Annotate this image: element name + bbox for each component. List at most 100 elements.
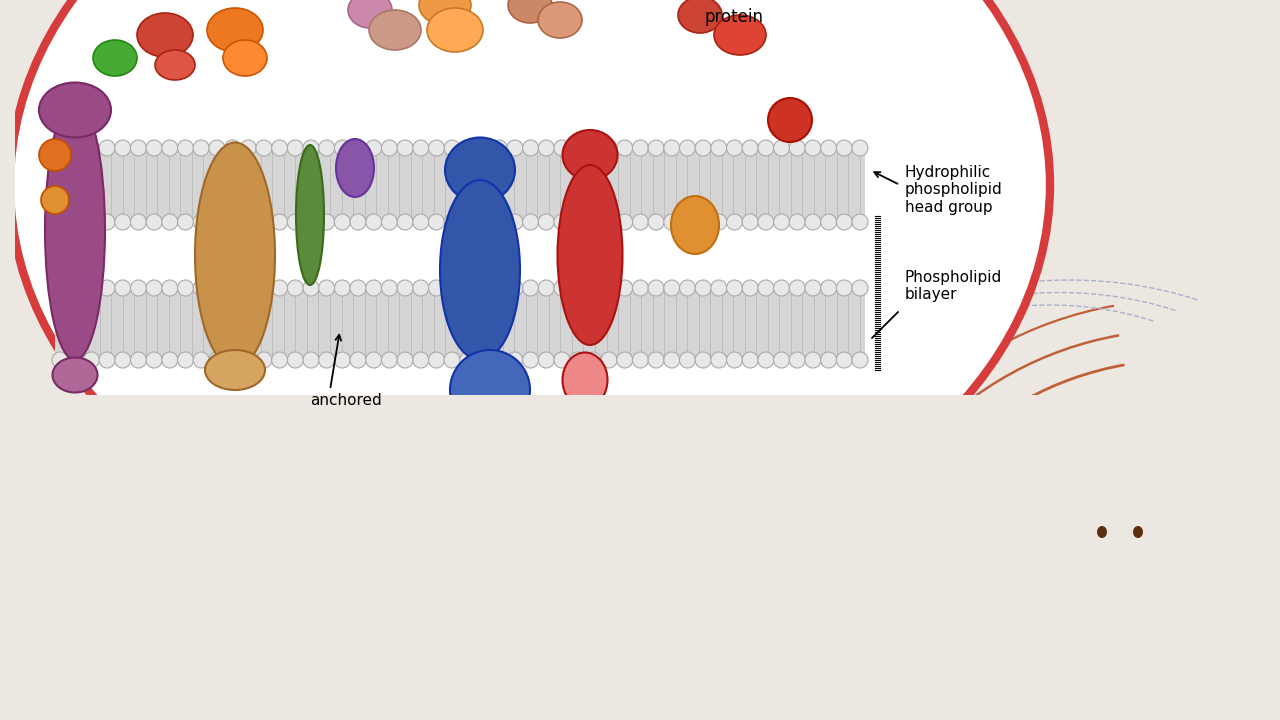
Circle shape bbox=[131, 214, 146, 230]
Circle shape bbox=[664, 140, 680, 156]
Ellipse shape bbox=[38, 83, 111, 138]
Text: Cell Membrane: Cell Membrane bbox=[55, 490, 899, 587]
Circle shape bbox=[131, 280, 146, 296]
Circle shape bbox=[444, 214, 460, 230]
Circle shape bbox=[303, 352, 319, 368]
Circle shape bbox=[695, 140, 712, 156]
Ellipse shape bbox=[207, 8, 262, 52]
Circle shape bbox=[727, 214, 742, 230]
Circle shape bbox=[146, 214, 163, 230]
Circle shape bbox=[178, 214, 193, 230]
Ellipse shape bbox=[1078, 485, 1162, 585]
Ellipse shape bbox=[10, 0, 1050, 575]
Circle shape bbox=[146, 280, 163, 296]
Circle shape bbox=[758, 140, 774, 156]
Circle shape bbox=[444, 140, 460, 156]
Circle shape bbox=[319, 352, 334, 368]
Circle shape bbox=[209, 352, 225, 368]
Ellipse shape bbox=[1092, 523, 1112, 541]
Circle shape bbox=[768, 98, 812, 142]
Circle shape bbox=[790, 214, 805, 230]
Circle shape bbox=[507, 280, 524, 296]
Circle shape bbox=[492, 214, 507, 230]
Circle shape bbox=[397, 352, 413, 368]
Ellipse shape bbox=[137, 13, 193, 57]
Circle shape bbox=[805, 280, 820, 296]
Ellipse shape bbox=[335, 139, 374, 197]
Circle shape bbox=[460, 352, 476, 368]
Circle shape bbox=[742, 140, 758, 156]
Circle shape bbox=[99, 140, 115, 156]
Ellipse shape bbox=[440, 180, 520, 360]
Ellipse shape bbox=[558, 165, 622, 345]
Ellipse shape bbox=[671, 196, 719, 254]
Circle shape bbox=[820, 140, 837, 156]
Circle shape bbox=[773, 352, 790, 368]
Circle shape bbox=[852, 352, 868, 368]
Bar bbox=[0, 0, 15, 395]
Circle shape bbox=[115, 280, 131, 296]
Circle shape bbox=[52, 352, 68, 368]
Circle shape bbox=[224, 352, 241, 368]
Circle shape bbox=[602, 352, 617, 368]
Ellipse shape bbox=[296, 145, 324, 285]
Circle shape bbox=[554, 280, 570, 296]
Circle shape bbox=[476, 140, 492, 156]
Circle shape bbox=[522, 214, 539, 230]
Ellipse shape bbox=[1075, 470, 1165, 526]
Ellipse shape bbox=[155, 50, 195, 80]
Circle shape bbox=[773, 140, 790, 156]
Bar bbox=[55, 288, 865, 360]
Circle shape bbox=[83, 214, 100, 230]
Circle shape bbox=[366, 280, 381, 296]
Circle shape bbox=[632, 140, 649, 156]
Circle shape bbox=[539, 352, 554, 368]
Circle shape bbox=[805, 140, 820, 156]
Circle shape bbox=[146, 352, 163, 368]
Circle shape bbox=[241, 214, 256, 230]
Circle shape bbox=[695, 214, 712, 230]
Circle shape bbox=[602, 280, 617, 296]
Circle shape bbox=[115, 352, 131, 368]
Circle shape bbox=[836, 280, 852, 296]
Circle shape bbox=[161, 214, 178, 230]
Circle shape bbox=[193, 214, 209, 230]
Ellipse shape bbox=[508, 0, 552, 23]
Circle shape bbox=[52, 214, 68, 230]
Circle shape bbox=[41, 186, 69, 214]
Circle shape bbox=[585, 214, 602, 230]
Circle shape bbox=[412, 280, 429, 296]
Ellipse shape bbox=[348, 0, 392, 28]
Circle shape bbox=[664, 352, 680, 368]
Circle shape bbox=[287, 352, 303, 368]
Circle shape bbox=[99, 352, 115, 368]
Circle shape bbox=[805, 352, 820, 368]
Circle shape bbox=[727, 352, 742, 368]
Circle shape bbox=[397, 280, 413, 296]
Circle shape bbox=[648, 280, 664, 296]
Circle shape bbox=[710, 352, 727, 368]
Circle shape bbox=[303, 140, 319, 156]
Circle shape bbox=[193, 280, 209, 296]
Circle shape bbox=[83, 140, 100, 156]
Circle shape bbox=[256, 140, 271, 156]
Circle shape bbox=[349, 214, 366, 230]
Circle shape bbox=[271, 214, 288, 230]
Circle shape bbox=[742, 214, 758, 230]
Circle shape bbox=[460, 214, 476, 230]
Circle shape bbox=[617, 280, 632, 296]
Circle shape bbox=[570, 140, 586, 156]
Circle shape bbox=[727, 280, 742, 296]
Circle shape bbox=[256, 214, 271, 230]
Circle shape bbox=[836, 214, 852, 230]
Ellipse shape bbox=[223, 40, 268, 76]
Ellipse shape bbox=[562, 130, 617, 180]
Circle shape bbox=[178, 140, 193, 156]
Circle shape bbox=[429, 140, 444, 156]
Circle shape bbox=[334, 140, 351, 156]
Circle shape bbox=[710, 280, 727, 296]
Circle shape bbox=[617, 214, 632, 230]
Circle shape bbox=[773, 214, 790, 230]
Circle shape bbox=[271, 280, 288, 296]
Circle shape bbox=[303, 280, 319, 296]
